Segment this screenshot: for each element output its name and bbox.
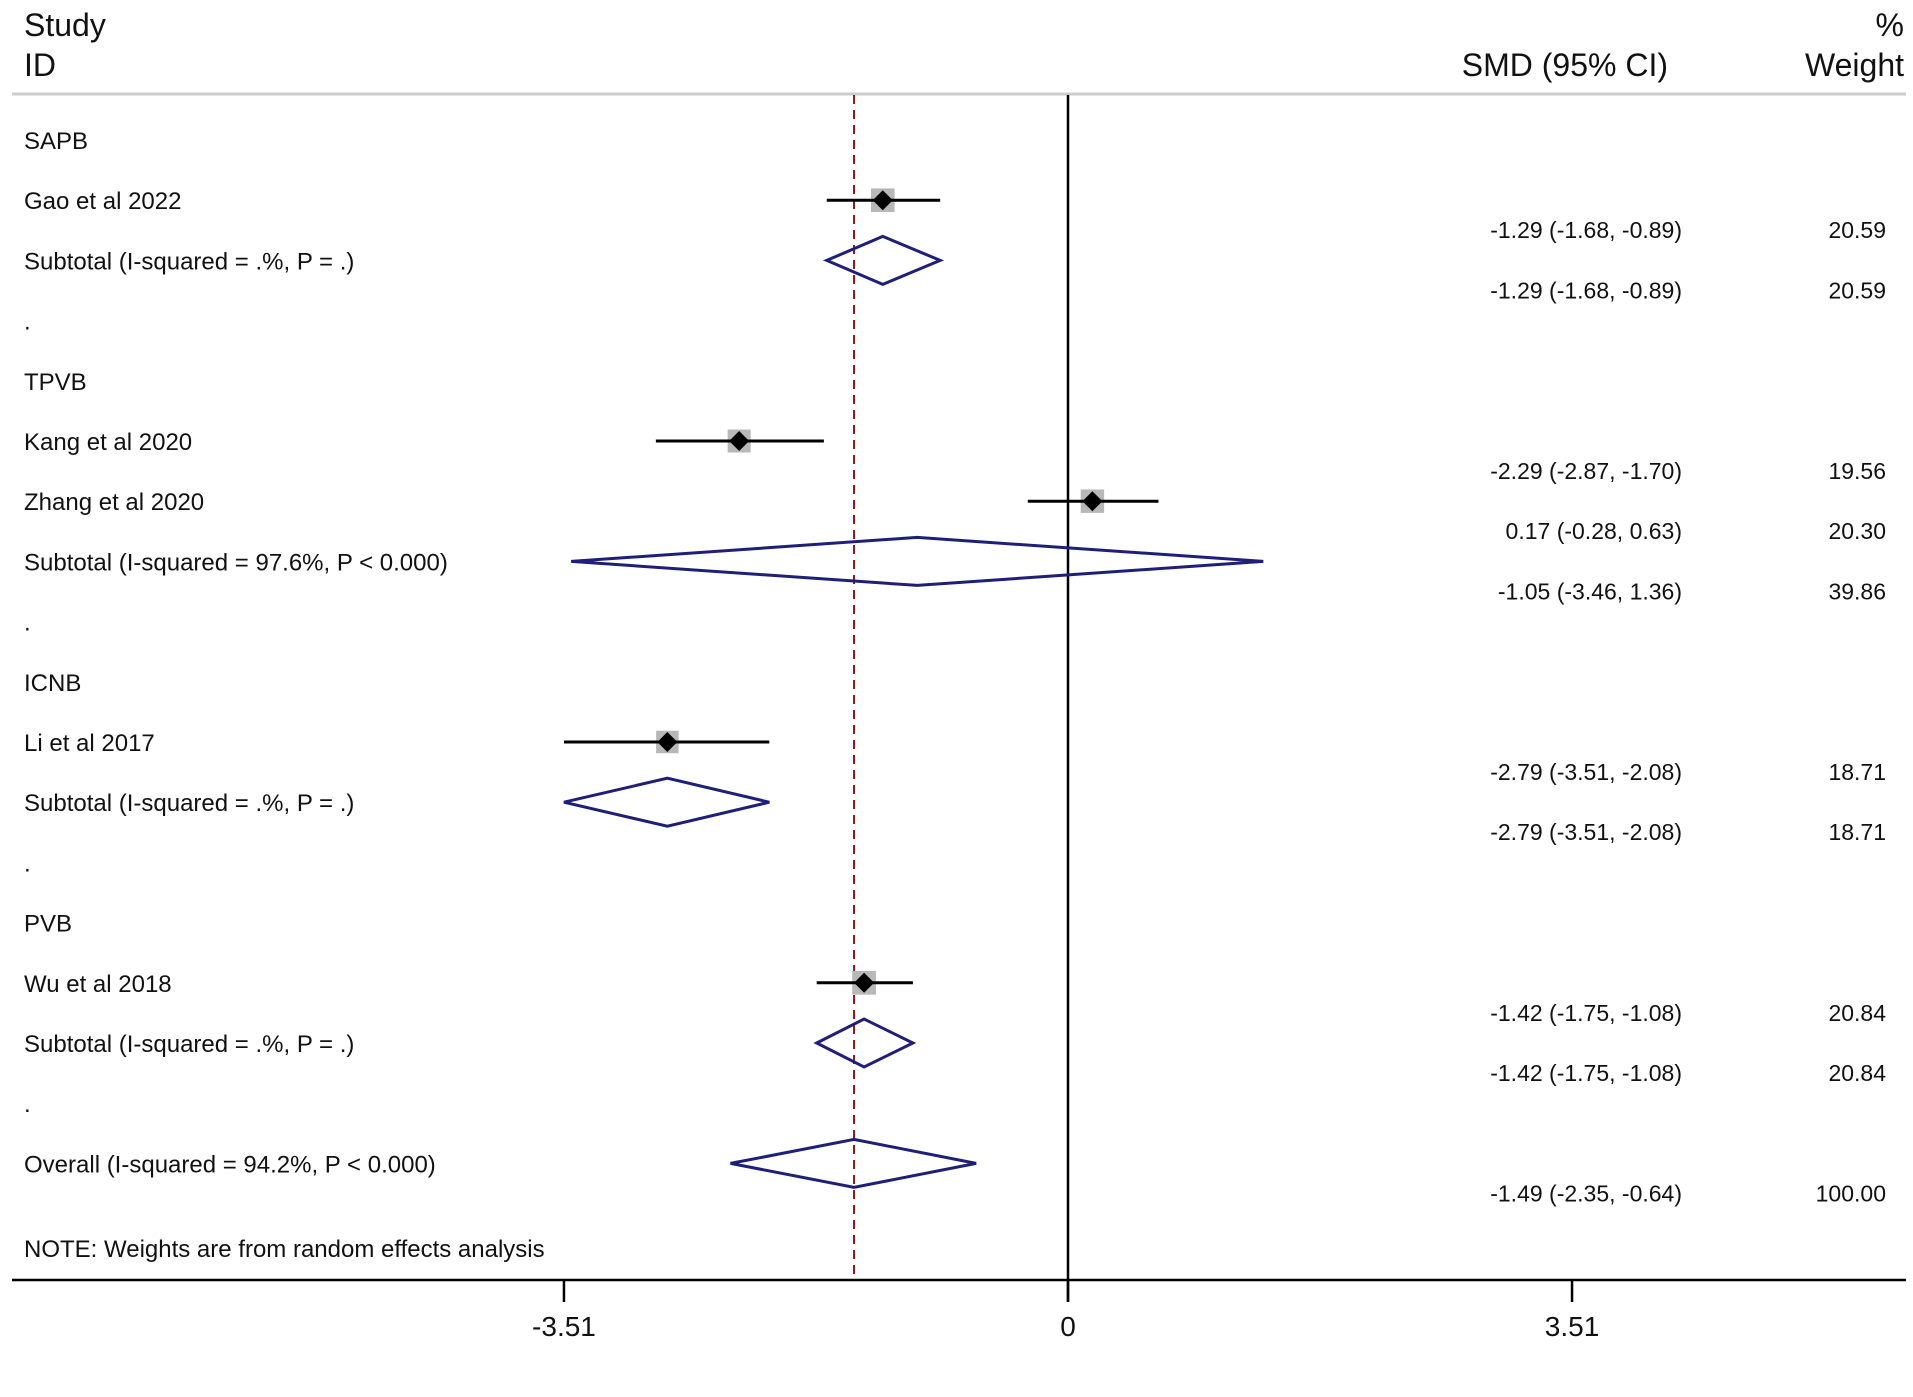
x-axis: -3.51 0 3.51: [12, 1278, 1906, 1342]
ci-text: -1.42 (-1.75, -1.08): [1490, 1000, 1682, 1026]
row-label-study: Wu et al 2018: [24, 971, 172, 998]
row-label-group: SAPB: [24, 128, 88, 155]
ci-text: -1.42 (-1.75, -1.08): [1490, 1060, 1682, 1086]
ci-text: -1.29 (-1.68, -0.89): [1490, 277, 1682, 303]
ci-text: -1.49 (-2.35, -0.64): [1490, 1180, 1682, 1206]
row-label-group: TPVB: [24, 369, 87, 396]
row-label-study: Kang et al 2020: [24, 429, 192, 456]
row-label-group: PVB: [24, 911, 72, 938]
ci-text: -1.29 (-1.68, -0.89): [1490, 217, 1682, 243]
weight-text: 20.84: [1828, 1000, 1886, 1026]
header-id: ID: [24, 47, 56, 83]
weight-text: 39.86: [1828, 578, 1886, 604]
note-text: NOTE: Weights are from random effects an…: [24, 1236, 545, 1263]
row-label-subtotal: Subtotal (I-squared = .%, P = .): [24, 790, 354, 817]
header-percent: %: [1876, 7, 1904, 43]
ci-text: 0.17 (-0.28, 0.63): [1506, 518, 1682, 544]
row-label-spacer: .: [24, 610, 31, 637]
plot-rows: SAPB Gao et al 2022 -1.29 (-1.68, -0.89) 20…: [24, 128, 1886, 1206]
point-estimate: [854, 972, 875, 993]
ci-text: -2.79 (-3.51, -2.08): [1490, 759, 1682, 785]
tick-label: -3.51: [532, 1311, 596, 1342]
weight-text: 19.56: [1828, 458, 1886, 484]
point-estimate: [729, 431, 750, 451]
row-label-spacer: .: [24, 1091, 31, 1118]
weight-text: 20.84: [1828, 1060, 1886, 1086]
row-label-overall: Overall (I-squared = 94.2%, P < 0.000): [24, 1151, 436, 1178]
header-study: Study: [24, 7, 106, 43]
weight-text: 18.71: [1828, 759, 1886, 785]
point-estimate: [1082, 491, 1103, 512]
ci-text: -2.79 (-3.51, -2.08): [1490, 819, 1682, 845]
row-label-study: Gao et al 2022: [24, 188, 181, 215]
subtotal-diamond: [813, 1017, 917, 1069]
row-label-subtotal: Subtotal (I-squared = .%, P = .): [24, 1031, 354, 1058]
header: Study ID SMD (95% CI) % Weight: [12, 7, 1906, 96]
reference-lines: [853, 95, 1070, 1302]
row-label-study: Zhang et al 2020: [24, 489, 204, 516]
header-weight: Weight: [1805, 47, 1904, 83]
weight-text: 100.00: [1816, 1180, 1886, 1206]
ci-text: -2.29 (-2.87, -1.70): [1490, 458, 1682, 484]
ci-text: -1.05 (-3.46, 1.36): [1498, 578, 1682, 604]
tick-label: 0: [1060, 1311, 1076, 1342]
overall-diamond: [730, 1137, 977, 1189]
row-label-group: ICNB: [24, 670, 81, 697]
point-estimate: [657, 732, 678, 752]
row-label-spacer: .: [24, 850, 31, 877]
row-label-spacer: .: [24, 309, 31, 336]
point-estimate: [872, 190, 893, 211]
subtotal-diamond: [563, 776, 770, 828]
weight-text: 20.59: [1828, 277, 1886, 303]
weight-text: 20.30: [1828, 518, 1886, 544]
subtotal-diamond: [571, 535, 1264, 587]
tick-label: 3.51: [1545, 1311, 1600, 1342]
row-label-study: Li et al 2017: [24, 730, 155, 757]
row-label-subtotal: Subtotal (I-squared = 97.6%, P < 0.000): [24, 549, 448, 576]
weight-text: 18.71: [1828, 819, 1886, 845]
header-effect: SMD (95% CI): [1462, 47, 1668, 83]
subtotal-diamond: [822, 234, 945, 287]
weight-text: 20.59: [1828, 217, 1886, 243]
row-label-subtotal: Subtotal (I-squared = .%, P = .): [24, 248, 354, 275]
